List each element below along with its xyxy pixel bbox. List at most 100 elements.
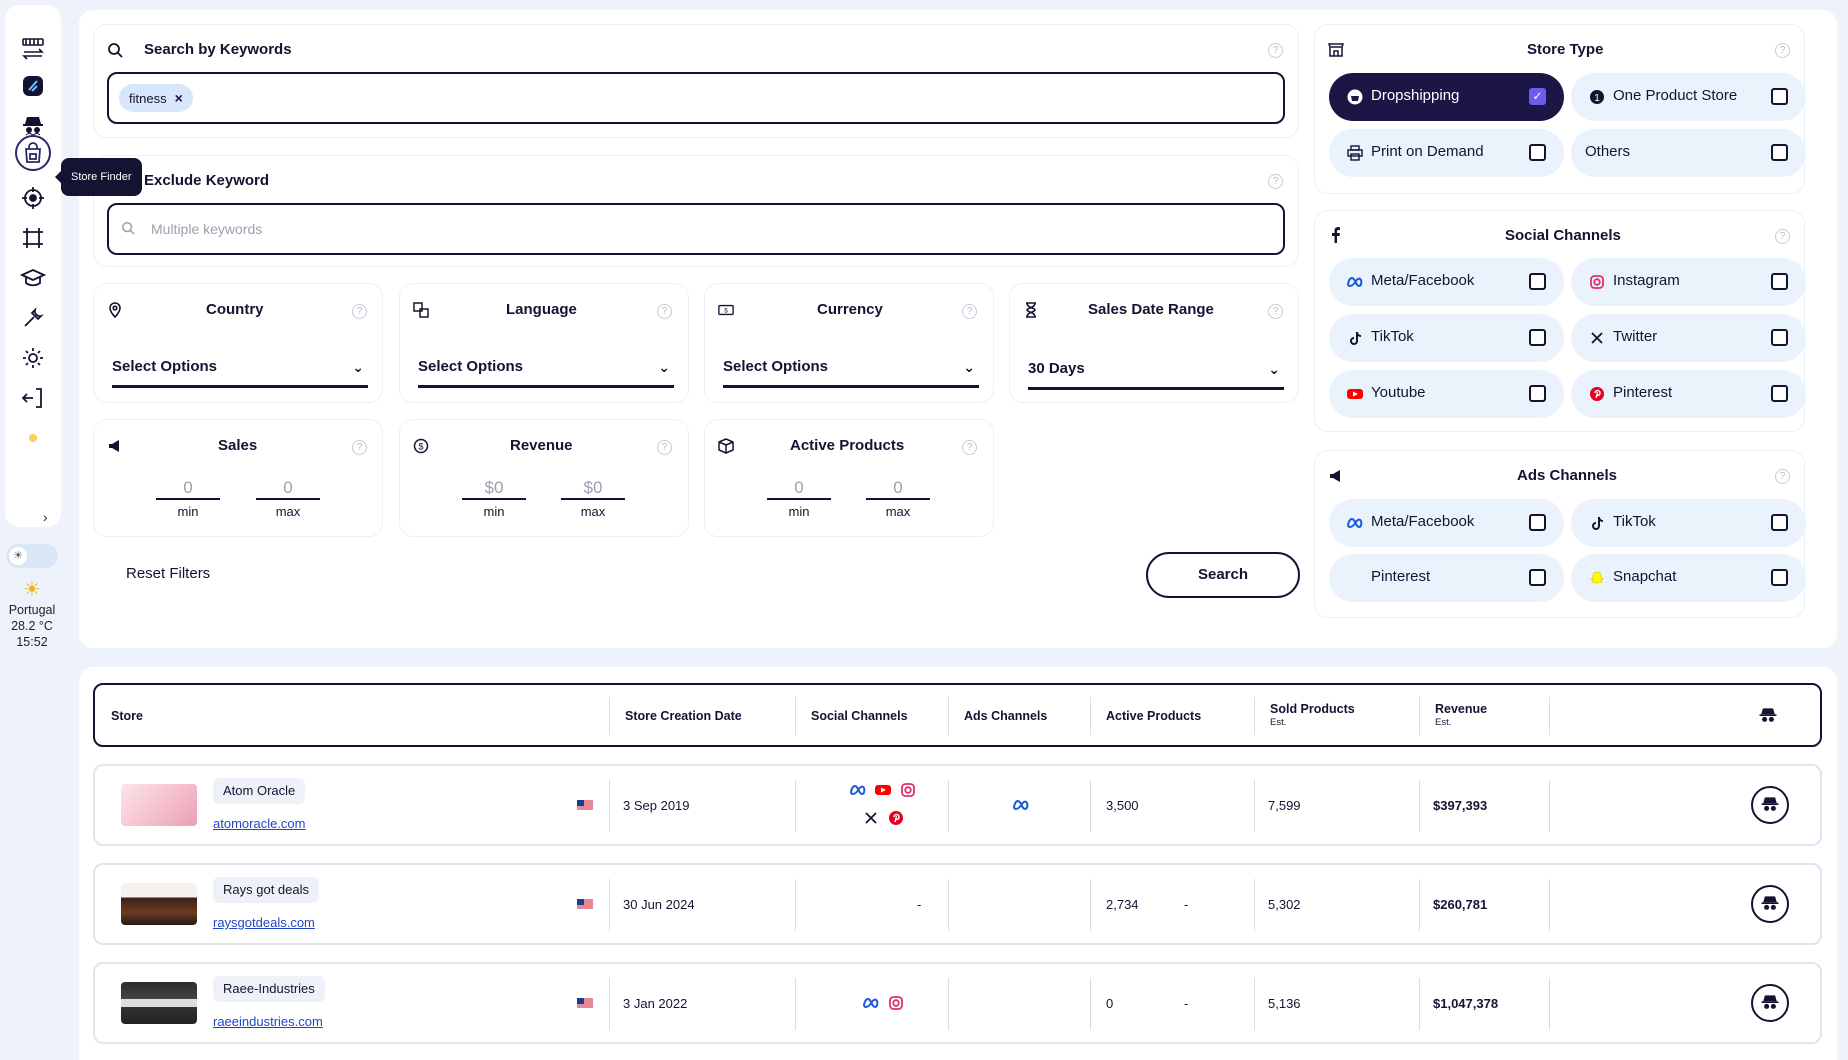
store-url-link[interactable]: raeeindustries.com (213, 1014, 323, 1029)
gear-icon[interactable] (18, 343, 48, 373)
revenue-min-input[interactable]: $0 min (462, 478, 526, 519)
col-store[interactable]: Store (111, 709, 143, 723)
box-icon (718, 438, 734, 454)
megaphone-icon (109, 440, 119, 452)
checkbox[interactable] (1771, 385, 1788, 402)
transfer-icon[interactable] (18, 33, 48, 63)
divider (1090, 879, 1091, 931)
sidebar: › (5, 5, 61, 527)
remove-chip-icon[interactable]: × (174, 90, 183, 106)
help-icon[interactable]: ? (1268, 304, 1283, 319)
exclude-input[interactable]: Multiple keywords (107, 203, 1285, 255)
store-url-link[interactable]: atomoracle.com (213, 816, 306, 831)
weather-widget: ☀ Portugal 28.2 °C 15:52 (0, 580, 64, 650)
spy-store-button[interactable] (1751, 786, 1789, 824)
help-icon[interactable]: ? (1268, 174, 1283, 189)
checkbox[interactable] (1529, 144, 1546, 161)
social-meta[interactable]: Meta/Facebook (1329, 258, 1564, 306)
col-sold-products[interactable]: Sold Products Est. (1270, 702, 1355, 728)
ads-tiktok[interactable]: TikTok (1571, 499, 1806, 547)
sales-date-select[interactable]: 30 Days ⌄ (1028, 354, 1284, 390)
checkbox[interactable] (1529, 273, 1546, 290)
country-select[interactable]: Select Options ⌄ (112, 352, 368, 388)
help-icon[interactable]: ? (1775, 229, 1790, 244)
creation-date: 3 Sep 2019 (623, 798, 690, 813)
table-row[interactable]: Atom Oracle atomoracle.com 3 Sep 2019 3,… (93, 764, 1822, 846)
help-icon[interactable]: ? (1268, 43, 1283, 58)
reset-filters-button[interactable]: Reset Filters (126, 565, 211, 582)
target-icon[interactable] (18, 183, 48, 213)
social-pinterest[interactable]: Pinterest (1571, 370, 1806, 418)
col-active-products[interactable]: Active Products (1106, 709, 1202, 723)
social-instagram[interactable]: Instagram (1571, 258, 1806, 306)
keywords-input[interactable]: fitness × (107, 72, 1285, 124)
help-icon[interactable]: ? (352, 440, 367, 455)
store-finder-icon[interactable] (15, 135, 51, 171)
sun-small-icon[interactable] (18, 423, 48, 453)
store-url-link[interactable]: raysgotdeals.com (213, 915, 315, 930)
help-icon[interactable]: ? (962, 440, 977, 455)
checkbox[interactable] (1529, 569, 1546, 586)
checkbox[interactable] (1529, 329, 1546, 346)
help-icon[interactable]: ? (1775, 469, 1790, 484)
app-logo-icon[interactable] (18, 71, 48, 101)
checkbox[interactable] (1771, 569, 1788, 586)
checked-checkbox[interactable]: ✓ (1529, 88, 1546, 105)
language-select-value: Select Options (418, 358, 524, 375)
active-products-min-input[interactable]: 0 min (767, 478, 831, 519)
sales-min-value: 0 (156, 478, 220, 500)
ads-meta[interactable]: Meta/Facebook (1329, 499, 1564, 547)
checkbox[interactable] (1771, 329, 1788, 346)
help-icon[interactable]: ? (962, 304, 977, 319)
col-revenue-label: Revenue (1435, 702, 1488, 716)
search-button[interactable]: Search (1146, 552, 1300, 598)
col-ads-channels[interactable]: Ads Channels (964, 709, 1048, 723)
sun-toggle-icon: ☀ (9, 547, 27, 565)
revenue-max-input[interactable]: $0 max (561, 478, 625, 519)
social-tiktok[interactable]: TikTok (1329, 314, 1564, 362)
help-icon[interactable]: ? (657, 304, 672, 319)
active-products-value: 3,500 (1106, 798, 1139, 813)
col-social-channels[interactable]: Social Channels (811, 709, 908, 723)
spy-store-button[interactable] (1751, 984, 1789, 1022)
ads-pinterest[interactable]: Pinterest (1329, 554, 1564, 602)
checkbox[interactable] (1771, 144, 1788, 161)
col-creation-date[interactable]: Store Creation Date (625, 709, 742, 723)
currency-select[interactable]: Select Options ⌄ (723, 352, 979, 388)
store-type-one-product[interactable]: 1 One Product Store (1571, 73, 1806, 121)
expand-sidebar-chevron-icon[interactable]: › (43, 509, 48, 525)
help-icon[interactable]: ? (657, 440, 672, 455)
keyword-chip[interactable]: fitness × (119, 84, 193, 112)
checkbox[interactable] (1771, 273, 1788, 290)
help-icon[interactable]: ? (352, 304, 367, 319)
active-products-max-input[interactable]: 0 max (866, 478, 930, 519)
social-youtube[interactable]: Youtube (1329, 370, 1564, 418)
active-products-value: 0 (1106, 996, 1114, 1011)
checkbox[interactable] (1771, 514, 1788, 531)
store-type-dropshipping[interactable]: Dropshipping ✓ (1329, 73, 1564, 121)
logout-icon[interactable] (18, 383, 48, 413)
graduation-cap-icon[interactable] (18, 263, 48, 293)
language-select[interactable]: Select Options ⌄ (418, 352, 674, 388)
frame-icon[interactable] (18, 223, 48, 253)
checkbox[interactable] (1771, 88, 1788, 105)
spy-icon[interactable] (18, 111, 48, 141)
table-row[interactable]: Rays got deals raysgotdeals.com 30 Jun 2… (93, 863, 1822, 945)
spy-store-button[interactable] (1751, 885, 1789, 923)
divider (795, 780, 796, 832)
sales-min-input[interactable]: 0 min (156, 478, 220, 519)
theme-toggle[interactable]: ☀ (6, 544, 58, 568)
sales-max-input[interactable]: 0 max (256, 478, 320, 519)
wrench-icon[interactable] (18, 303, 48, 333)
us-flag-icon (577, 998, 593, 1009)
checkbox[interactable] (1529, 385, 1546, 402)
divider (948, 780, 949, 832)
ads-snapchat[interactable]: Snapchat (1571, 554, 1806, 602)
store-type-others[interactable]: Others (1571, 129, 1806, 177)
table-row[interactable]: Raee-Industries raeeindustries.com 3 Jan… (93, 962, 1822, 1044)
social-twitter[interactable]: Twitter (1571, 314, 1806, 362)
col-revenue[interactable]: Revenue Est. (1435, 702, 1487, 728)
help-icon[interactable]: ? (1775, 43, 1790, 58)
checkbox[interactable] (1529, 514, 1546, 531)
store-type-print-on-demand[interactable]: Print on Demand (1329, 129, 1564, 177)
